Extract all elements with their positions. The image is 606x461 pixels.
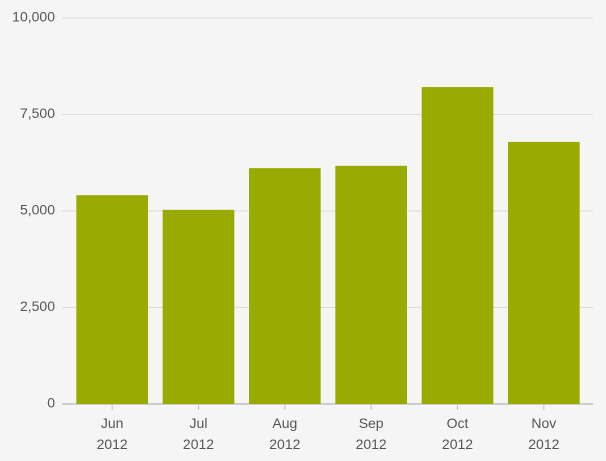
y-tick-label: 7,500 bbox=[20, 105, 55, 121]
x-tick-label: Jul 2012 bbox=[182, 415, 215, 452]
bar bbox=[508, 141, 580, 404]
bar bbox=[421, 87, 494, 405]
x-tick-label: Aug 2012 bbox=[269, 415, 301, 452]
x-tick-label: Jun 2012 bbox=[96, 415, 128, 452]
bar bbox=[76, 195, 148, 404]
y-tick-label: 0 bbox=[47, 395, 55, 411]
bar bbox=[162, 209, 235, 404]
y-tick-label: 10,000 bbox=[12, 9, 55, 25]
bar bbox=[335, 165, 407, 404]
y-tick-label: 2,500 bbox=[20, 298, 55, 314]
x-tick-label: Oct 2012 bbox=[441, 415, 474, 452]
y-tick-label: 5,000 bbox=[20, 202, 55, 218]
x-tick-label: Sep 2012 bbox=[355, 415, 387, 452]
x-tick-label: Nov 2012 bbox=[528, 415, 560, 452]
bar bbox=[249, 168, 321, 404]
